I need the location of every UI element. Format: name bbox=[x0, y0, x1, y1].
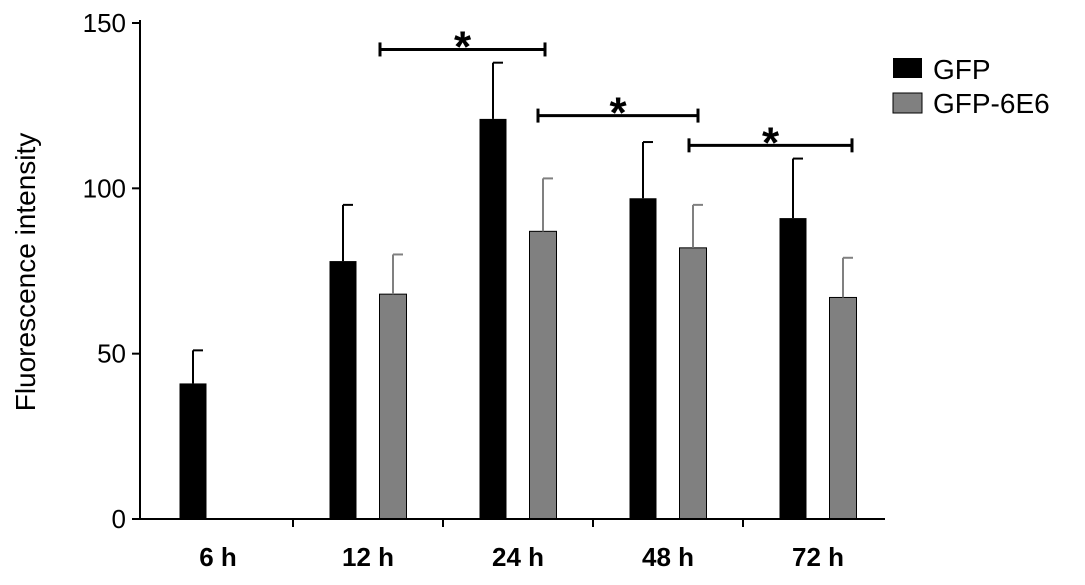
legend: GFP GFP-6E6 bbox=[892, 54, 1050, 119]
x-ticks-layer: 6 h 12 h 24 h 48 h 72 h bbox=[199, 519, 844, 572]
x-tick-label: 6 h bbox=[199, 542, 237, 572]
bar-gfp-12h bbox=[329, 261, 357, 519]
x-tick-label: 12 h bbox=[342, 542, 394, 572]
bar-gfp-6e6-48h bbox=[679, 247, 707, 520]
significance-bracket: * bbox=[536, 89, 700, 138]
significance-star: * bbox=[454, 22, 472, 71]
bar-gfp-72h bbox=[779, 218, 807, 520]
significance-star: * bbox=[609, 89, 627, 138]
y-ticks-layer: 0 50 100 150 bbox=[83, 8, 140, 534]
legend-swatch-gfp bbox=[893, 58, 922, 78]
y-tick-label: 150 bbox=[83, 8, 126, 38]
legend-label-gfp-6e6: GFP-6E6 bbox=[933, 88, 1050, 119]
y-axis-title: Fluorescence intensity bbox=[10, 133, 41, 412]
y-tick-label: 50 bbox=[97, 339, 126, 369]
x-tick-label: 24 h bbox=[492, 542, 544, 572]
error-bar bbox=[542, 177, 553, 232]
error-bars-layer bbox=[192, 61, 853, 384]
legend-swatch-gfp-6e6 bbox=[892, 92, 923, 114]
bar-gfp-6h bbox=[179, 383, 207, 519]
error-bar bbox=[492, 61, 503, 119]
significance-bracket: * bbox=[687, 118, 854, 167]
bar-gfp-6e6-24h bbox=[529, 230, 557, 520]
y-tick-label: 100 bbox=[83, 173, 126, 203]
bars-layer bbox=[179, 118, 857, 520]
bar-gfp-48h bbox=[629, 198, 657, 519]
legend-label-gfp: GFP bbox=[933, 54, 991, 85]
bar-gfp-6e6-12h bbox=[379, 293, 407, 520]
error-bar bbox=[192, 349, 203, 384]
x-tick-label: 48 h bbox=[642, 542, 694, 572]
error-bar bbox=[692, 203, 703, 248]
error-bar bbox=[342, 203, 353, 262]
y-tick-label: 0 bbox=[112, 504, 126, 534]
significance-bracket: * bbox=[378, 22, 547, 71]
error-bar bbox=[392, 253, 403, 295]
significance-star: * bbox=[762, 118, 780, 167]
error-bar bbox=[642, 141, 653, 199]
significance-layer: * * * bbox=[378, 22, 854, 167]
bar-gfp-24h bbox=[479, 118, 507, 519]
bar-gfp-6e6-72h bbox=[829, 296, 857, 520]
axes-layer bbox=[139, 20, 885, 520]
error-bar bbox=[842, 256, 853, 298]
x-tick-label: 72 h bbox=[792, 542, 844, 572]
error-bar bbox=[792, 157, 803, 219]
